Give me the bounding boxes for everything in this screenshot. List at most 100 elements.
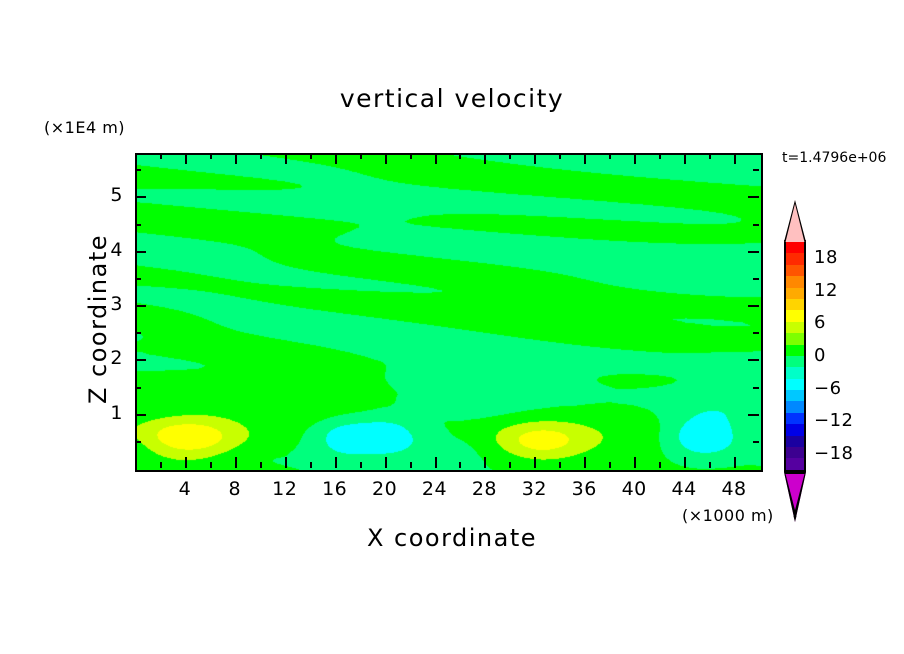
x-tick-minor [709, 462, 712, 468]
x-tick-major [634, 153, 637, 164]
x-tick-major [434, 457, 437, 468]
colorbar-band [786, 310, 804, 322]
x-tick-minor [159, 153, 162, 159]
y-tick-minor [753, 277, 759, 280]
y-tick-major [748, 250, 759, 253]
x-tick-label: 4 [178, 478, 192, 500]
colorbar-tick-label: 12 [814, 279, 838, 301]
colorbar-band [786, 344, 804, 356]
colorbar-tick-label: −6 [814, 377, 842, 399]
y-tick-minor [135, 223, 141, 226]
x-tick-major [684, 457, 687, 468]
x-tick-major [584, 153, 587, 164]
x-tick-minor [709, 153, 712, 159]
x-tick-label: 40 [621, 478, 647, 500]
y-tick-label: 4 [110, 238, 123, 261]
colorbar-band [786, 447, 804, 459]
y-tick-minor [753, 386, 759, 389]
colorbar-band [786, 412, 804, 425]
colorbar-band [786, 276, 804, 288]
x-tick-major [334, 457, 337, 468]
x-tick-major [634, 457, 637, 468]
y-tick-major [135, 196, 146, 199]
x-tick-label: 28 [471, 478, 498, 500]
contour-plot-area [135, 153, 763, 472]
y-tick-minor [135, 169, 141, 172]
x-tick-major [384, 457, 387, 468]
x-tick-major [184, 457, 187, 468]
x-tick-label: 12 [272, 478, 298, 500]
x-tick-minor [359, 153, 362, 159]
x-tick-major [234, 457, 237, 468]
x-tick-major [534, 153, 537, 164]
x-tick-major [184, 153, 187, 164]
y-tick-major [135, 359, 146, 362]
y-tick-major [135, 250, 146, 253]
x-tick-minor [209, 153, 212, 159]
y-tick-minor [753, 440, 759, 443]
colorbar-band [786, 321, 804, 334]
colorbar-band [786, 242, 804, 254]
x-tick-major [434, 153, 437, 164]
colorbar-band [786, 378, 804, 391]
x-tick-minor [509, 462, 512, 468]
y-tick-minor [753, 169, 759, 172]
colorbar-band [786, 390, 804, 402]
y-tick-major [135, 413, 146, 416]
y-tick-label: 3 [110, 293, 123, 316]
x-tick-label: 16 [322, 478, 348, 500]
y-tick-label: 1 [110, 401, 123, 424]
x-tick-minor [609, 462, 612, 468]
x-tick-minor [309, 462, 312, 468]
colorbar-band [786, 435, 804, 448]
x-tick-major [234, 153, 237, 164]
x-axis-title: X coordinate [366, 524, 538, 552]
colorbar-band [786, 424, 804, 436]
colorbar-bands [784, 240, 806, 472]
x-axis-unit-label: (×1000 m) [682, 506, 774, 525]
x-tick-major [334, 153, 337, 164]
x-tick-major [484, 153, 487, 164]
colorbar: 18 12 6 0 −6 −12 −18 [784, 200, 853, 522]
colorbar-band [786, 367, 804, 379]
x-tick-minor [259, 153, 262, 159]
x-tick-major [284, 153, 287, 164]
colorbar-tick-label: 6 [814, 312, 826, 334]
y-tick-major [748, 305, 759, 308]
y-tick-minor [135, 332, 141, 335]
x-tick-minor [659, 153, 662, 159]
y-tick-label: 2 [110, 347, 123, 370]
y-tick-major [135, 305, 146, 308]
colorbar-band [786, 264, 804, 277]
colorbar-over-arrow [784, 200, 806, 242]
colorbar-band [786, 253, 804, 265]
x-tick-major [734, 153, 737, 164]
x-tick-major [584, 457, 587, 468]
contour-field [137, 155, 761, 470]
colorbar-band [786, 333, 804, 345]
y-tick-major [748, 359, 759, 362]
y-tick-minor [753, 332, 759, 335]
x-tick-minor [409, 153, 412, 159]
x-tick-minor [509, 153, 512, 159]
x-tick-label: 8 [228, 478, 242, 500]
x-tick-minor [209, 462, 212, 468]
colorbar-band [786, 298, 804, 311]
x-tick-minor [659, 462, 662, 468]
x-tick-minor [459, 462, 462, 468]
y-tick-minor [753, 223, 759, 226]
x-tick-minor [609, 153, 612, 159]
x-tick-label: 32 [521, 478, 547, 500]
x-tick-minor [159, 462, 162, 468]
y-tick-major [748, 413, 759, 416]
x-tick-major [534, 457, 537, 468]
x-tick-minor [559, 462, 562, 468]
x-tick-minor [359, 462, 362, 468]
chart-title: vertical velocity [339, 84, 565, 113]
x-tick-label: 44 [671, 478, 697, 500]
colorbar-band [786, 401, 804, 413]
x-tick-major [484, 457, 487, 468]
y-tick-minor [135, 386, 141, 389]
y-axis-unit-label: (×1E4 m) [44, 118, 126, 137]
